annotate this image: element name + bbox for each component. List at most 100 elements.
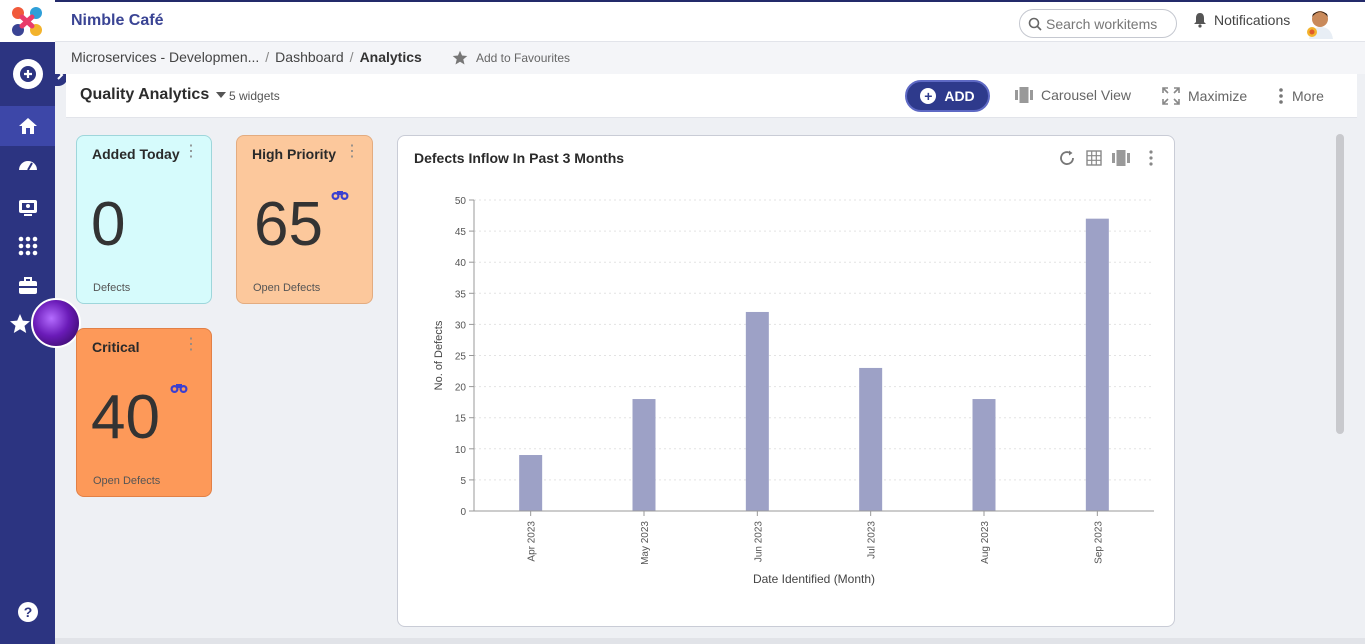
carousel-icon[interactable] [1112, 150, 1130, 166]
y-tick-label: 45 [455, 227, 467, 238]
horizontal-scrollbar-track [55, 638, 1365, 644]
dashboard-toolbar: Quality Analytics 5 widgets + ADD Carous… [66, 74, 1357, 118]
sidebar-item-favourites[interactable] [0, 304, 40, 344]
widget-defects-inflow[interactable]: Defects Inflow In Past 3 Months 0 5 10 15 20… [397, 135, 1175, 627]
vertical-scrollbar[interactable] [1336, 134, 1344, 434]
sidebar-item-projects[interactable] [0, 266, 55, 306]
chart-tools [1058, 149, 1154, 167]
add-widget-label: ADD [944, 88, 975, 104]
app-logo-icon [12, 7, 42, 36]
plus-icon: + [920, 88, 937, 104]
bar [859, 367, 883, 511]
maximize-label: Maximize [1188, 88, 1248, 104]
speedometer-icon [18, 161, 37, 171]
x-tick-label: Apr 2023 [527, 521, 538, 562]
widget-title: Added Today [92, 146, 180, 162]
widget-value: 65 [254, 190, 323, 259]
breadcrumb-project[interactable]: Microservices - Developmen... [71, 49, 260, 65]
x-axis-label: Date Identified (Month) [753, 572, 875, 586]
y-tick-label: 40 [455, 258, 467, 269]
search-input[interactable] [1046, 15, 1171, 32]
widget-subtitle: Defects [93, 282, 131, 294]
y-tick-label: 0 [460, 507, 466, 518]
notifications-button[interactable]: Notifications [1192, 12, 1290, 28]
chart-title: Defects Inflow In Past 3 Months [414, 150, 625, 166]
dashboard-title: Quality Analytics [80, 86, 210, 103]
widget-critical[interactable]: Critical ⋮ 40 Open Defects [76, 328, 212, 497]
app-logo[interactable] [0, 0, 55, 42]
bar [519, 455, 543, 511]
sidebar-item-home[interactable] [0, 106, 55, 146]
create-icon [12, 59, 43, 89]
bar [745, 311, 769, 511]
more-button[interactable]: More [1278, 87, 1324, 105]
apps-grid-icon [18, 236, 37, 256]
widget-added-today[interactable]: Added Today ⋮ 0 Defects [76, 135, 212, 304]
maximize-button[interactable]: Maximize [1162, 87, 1247, 105]
y-tick-label: 35 [455, 289, 467, 300]
breadcrumb-bar: Microservices - Developmen... / Dashboar… [55, 42, 1365, 74]
star-outline-icon [452, 50, 468, 65]
create-button[interactable] [0, 54, 55, 94]
widget-value: 40 [91, 383, 160, 452]
bell-icon [1194, 13, 1206, 28]
carousel-view-button[interactable]: Carousel View [1015, 87, 1131, 103]
star-icon [10, 314, 30, 333]
user-avatar[interactable] [1303, 7, 1335, 39]
refresh-icon[interactable] [1058, 149, 1076, 167]
home-icon [18, 118, 37, 134]
carousel-view-label: Carousel View [1041, 87, 1132, 103]
add-to-favourites-button[interactable]: Add to Favourites [452, 50, 570, 66]
y-tick-label: 30 [455, 320, 467, 331]
y-tick-label: 50 [455, 196, 467, 207]
sidebar-item-dashboard[interactable] [0, 146, 55, 186]
breadcrumb: Microservices - Developmen... / Dashboar… [71, 49, 422, 65]
x-tick-label: Aug 2023 [980, 521, 991, 564]
widget-count: 5 widgets [229, 89, 280, 103]
carousel-icon [1015, 87, 1033, 103]
briefcase-icon [18, 277, 37, 294]
search-icon [1028, 17, 1042, 31]
x-tick-label: Sep 2023 [1093, 521, 1104, 564]
y-tick-label: 15 [455, 414, 467, 425]
more-label: More [1292, 88, 1324, 104]
binoculars-icon[interactable] [170, 382, 188, 394]
add-to-favourites-label: Add to Favourites [476, 51, 571, 65]
dashboard-selector[interactable]: Quality Analytics [80, 86, 227, 104]
app-name[interactable]: Nimble Café [71, 12, 164, 29]
x-tick-label: Jun 2023 [753, 521, 764, 563]
caret-down-icon [216, 92, 227, 98]
widget-title: Critical [92, 339, 140, 355]
breadcrumb-dashboard[interactable]: Dashboard [275, 49, 344, 65]
help-button[interactable]: ? [0, 592, 55, 632]
add-widget-button[interactable]: + ADD [905, 80, 990, 112]
search-box[interactable] [1019, 9, 1177, 38]
y-tick-label: 20 [455, 383, 467, 394]
binoculars-icon[interactable] [331, 189, 349, 201]
monitor-icon [18, 200, 37, 216]
maximize-icon [1162, 87, 1180, 105]
widget-menu-button[interactable]: ⋮ [344, 143, 360, 160]
top-bar: Nimble Café Notifications [55, 0, 1365, 42]
assistant-avatar[interactable] [31, 298, 81, 348]
widget-value: 0 [91, 190, 126, 259]
sidebar-item-monitor[interactable] [0, 188, 55, 228]
y-axis-label: No. of Defects [433, 320, 445, 390]
help-icon: ? [17, 602, 38, 622]
widget-high-priority[interactable]: High Priority ⋮ 65 Open Defects [236, 135, 373, 304]
defects-bar-chart: 0 5 10 15 20 25 30 35 40 45 50 Apr 2023 May 2023 Jun … [433, 196, 1154, 586]
breadcrumb-current: Analytics [359, 49, 422, 65]
svg-text:?: ? [23, 604, 32, 620]
x-tick-label: May 2023 [640, 521, 651, 565]
bar [632, 399, 656, 511]
table-view-icon[interactable] [1086, 150, 1102, 166]
widget-subtitle: Open Defects [253, 282, 321, 294]
widget-menu-button[interactable]: ⋮ [183, 143, 199, 160]
sidebar-item-apps[interactable] [0, 226, 55, 266]
sidebar: ? [0, 0, 81, 644]
widget-subtitle: Open Defects [93, 475, 161, 487]
bar [1085, 218, 1109, 511]
kebab-menu-icon[interactable] [1148, 149, 1154, 167]
notifications-label: Notifications [1214, 12, 1291, 28]
widget-menu-button[interactable]: ⋮ [183, 336, 199, 353]
